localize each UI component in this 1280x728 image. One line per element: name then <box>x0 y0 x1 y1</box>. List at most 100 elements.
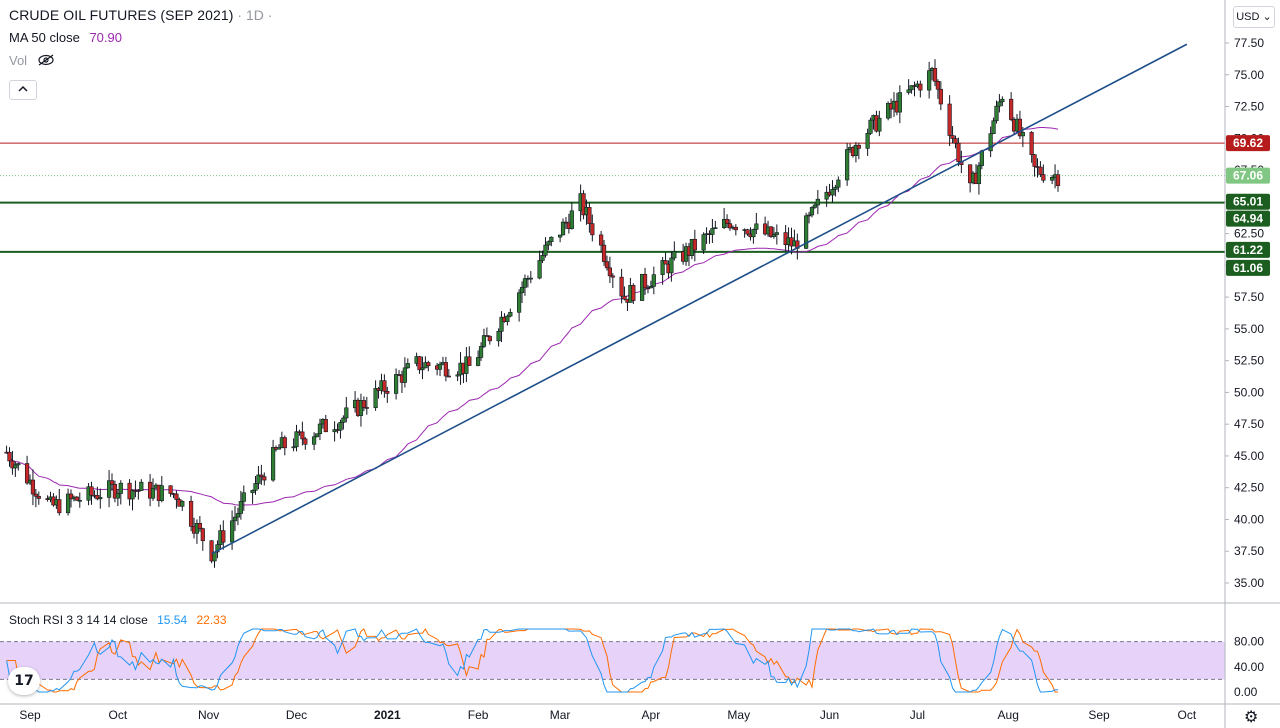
candle-body <box>932 68 938 82</box>
candle-body <box>7 452 12 462</box>
price-badge <box>1226 167 1270 184</box>
time-tick-label: Nov <box>198 708 219 722</box>
candle-body <box>692 238 697 251</box>
candle-body <box>341 417 346 423</box>
candle-body <box>906 89 911 93</box>
candle-body <box>481 335 487 347</box>
time-tick-label: Dec <box>286 708 307 722</box>
candle-body <box>645 287 651 290</box>
time-tick-label: Feb <box>468 708 489 722</box>
candle-body <box>994 105 999 122</box>
candle-body <box>631 285 636 301</box>
candle-body <box>253 483 258 491</box>
candle-body <box>221 530 226 543</box>
candle-body <box>812 204 818 208</box>
candle-body <box>13 464 18 469</box>
candle-body <box>291 446 296 449</box>
candle-body <box>30 479 36 495</box>
candle-body <box>259 474 264 477</box>
candle-body <box>713 227 718 229</box>
candle-body <box>604 261 610 269</box>
price-tick-label: 45.00 <box>1234 449 1264 463</box>
candle-body <box>546 241 551 246</box>
candle-body <box>701 234 706 251</box>
horizontal-lines <box>0 142 1225 253</box>
candle-body <box>669 257 674 274</box>
price-tick-label: 50.00 <box>1234 385 1264 399</box>
candle-body <box>270 447 276 481</box>
chevron-down-icon: ⌄ <box>1262 11 1272 23</box>
candle-body <box>897 92 902 113</box>
candle-body <box>587 207 592 224</box>
time-tick-label: Jul <box>910 708 925 722</box>
candle-body <box>806 214 812 217</box>
candle-body <box>344 407 349 419</box>
candle-body <box>393 374 399 394</box>
candle-body <box>833 186 838 190</box>
candle-body <box>537 260 542 279</box>
stoch-rsi-tick-label: 80.00 <box>1234 635 1264 649</box>
candle-body <box>804 215 809 249</box>
candle-body <box>467 356 472 366</box>
candle-body <box>487 336 492 342</box>
candle-body <box>188 500 194 527</box>
price-tick-label: 75.00 <box>1234 68 1264 82</box>
candle-body <box>660 260 665 275</box>
candle-body <box>558 234 563 238</box>
time-axis-labels: Sep Oct Nov Dec 2021 Feb Mar Apr May Jun Jul Aug Sep… <box>19 708 1197 722</box>
candle-body <box>478 346 484 358</box>
candle-body <box>909 85 914 91</box>
price-tick-label: 62.50 <box>1234 227 1264 241</box>
candle-body <box>358 400 364 416</box>
collapse-legend-button[interactable] <box>9 80 37 100</box>
candle-body <box>569 210 574 229</box>
ma-line-group <box>6 127 1059 506</box>
candle-body <box>426 362 431 367</box>
price-tick-label: 37.50 <box>1234 544 1264 558</box>
candle-body <box>815 198 820 206</box>
currency-select[interactable]: USD ⌄ <box>1233 6 1275 28</box>
candle-body <box>935 81 941 90</box>
time-tick-label: Mar <box>550 708 571 722</box>
candle-body <box>57 499 62 514</box>
stoch-rsi-k-line <box>6 628 1058 693</box>
candle-body <box>918 83 923 91</box>
candle-body <box>476 357 481 366</box>
candle-body <box>1029 132 1034 155</box>
candle-body <box>853 144 859 156</box>
ma-50-line <box>6 127 1059 506</box>
candle-body <box>1020 132 1025 137</box>
candle-body <box>232 516 238 522</box>
candle-body <box>136 490 141 492</box>
candle-body <box>886 103 891 119</box>
candle-body <box>323 419 328 433</box>
candle-body <box>528 277 533 280</box>
currency-label: USD <box>1236 11 1260 23</box>
candle-body <box>836 179 841 188</box>
candle-body <box>1050 176 1055 181</box>
candle-body <box>997 101 1002 107</box>
candle-body <box>150 487 156 499</box>
candle-body <box>74 496 79 501</box>
candles <box>4 59 1061 568</box>
chevron-up-icon <box>18 85 28 92</box>
price-badge-label: 64.94 <box>1233 212 1263 226</box>
tradingview-logo-icon[interactable]: 17 <box>8 667 40 695</box>
stoch-rsi-legend: Stoch RSI 3 3 14 14 close 15.54 22.33 <box>9 613 227 627</box>
candle-body <box>710 228 715 235</box>
candle-body <box>437 363 443 370</box>
stoch-rsi-d-value: 22.33 <box>196 613 227 627</box>
candle-body <box>262 476 267 481</box>
candle-body <box>824 191 829 200</box>
price-badge-label: 67.06 <box>1233 169 1263 183</box>
gear-icon[interactable]: ⚙ <box>1244 707 1259 726</box>
candle-body <box>1009 98 1014 120</box>
candle-body <box>382 380 387 392</box>
candle-body <box>294 431 299 448</box>
eye-hidden-icon[interactable] <box>37 54 55 70</box>
candle-body <box>601 244 607 262</box>
time-tick-label: Sep <box>19 708 41 722</box>
candle-body <box>590 223 595 236</box>
chart-interval[interactable]: 1D <box>245 7 264 23</box>
